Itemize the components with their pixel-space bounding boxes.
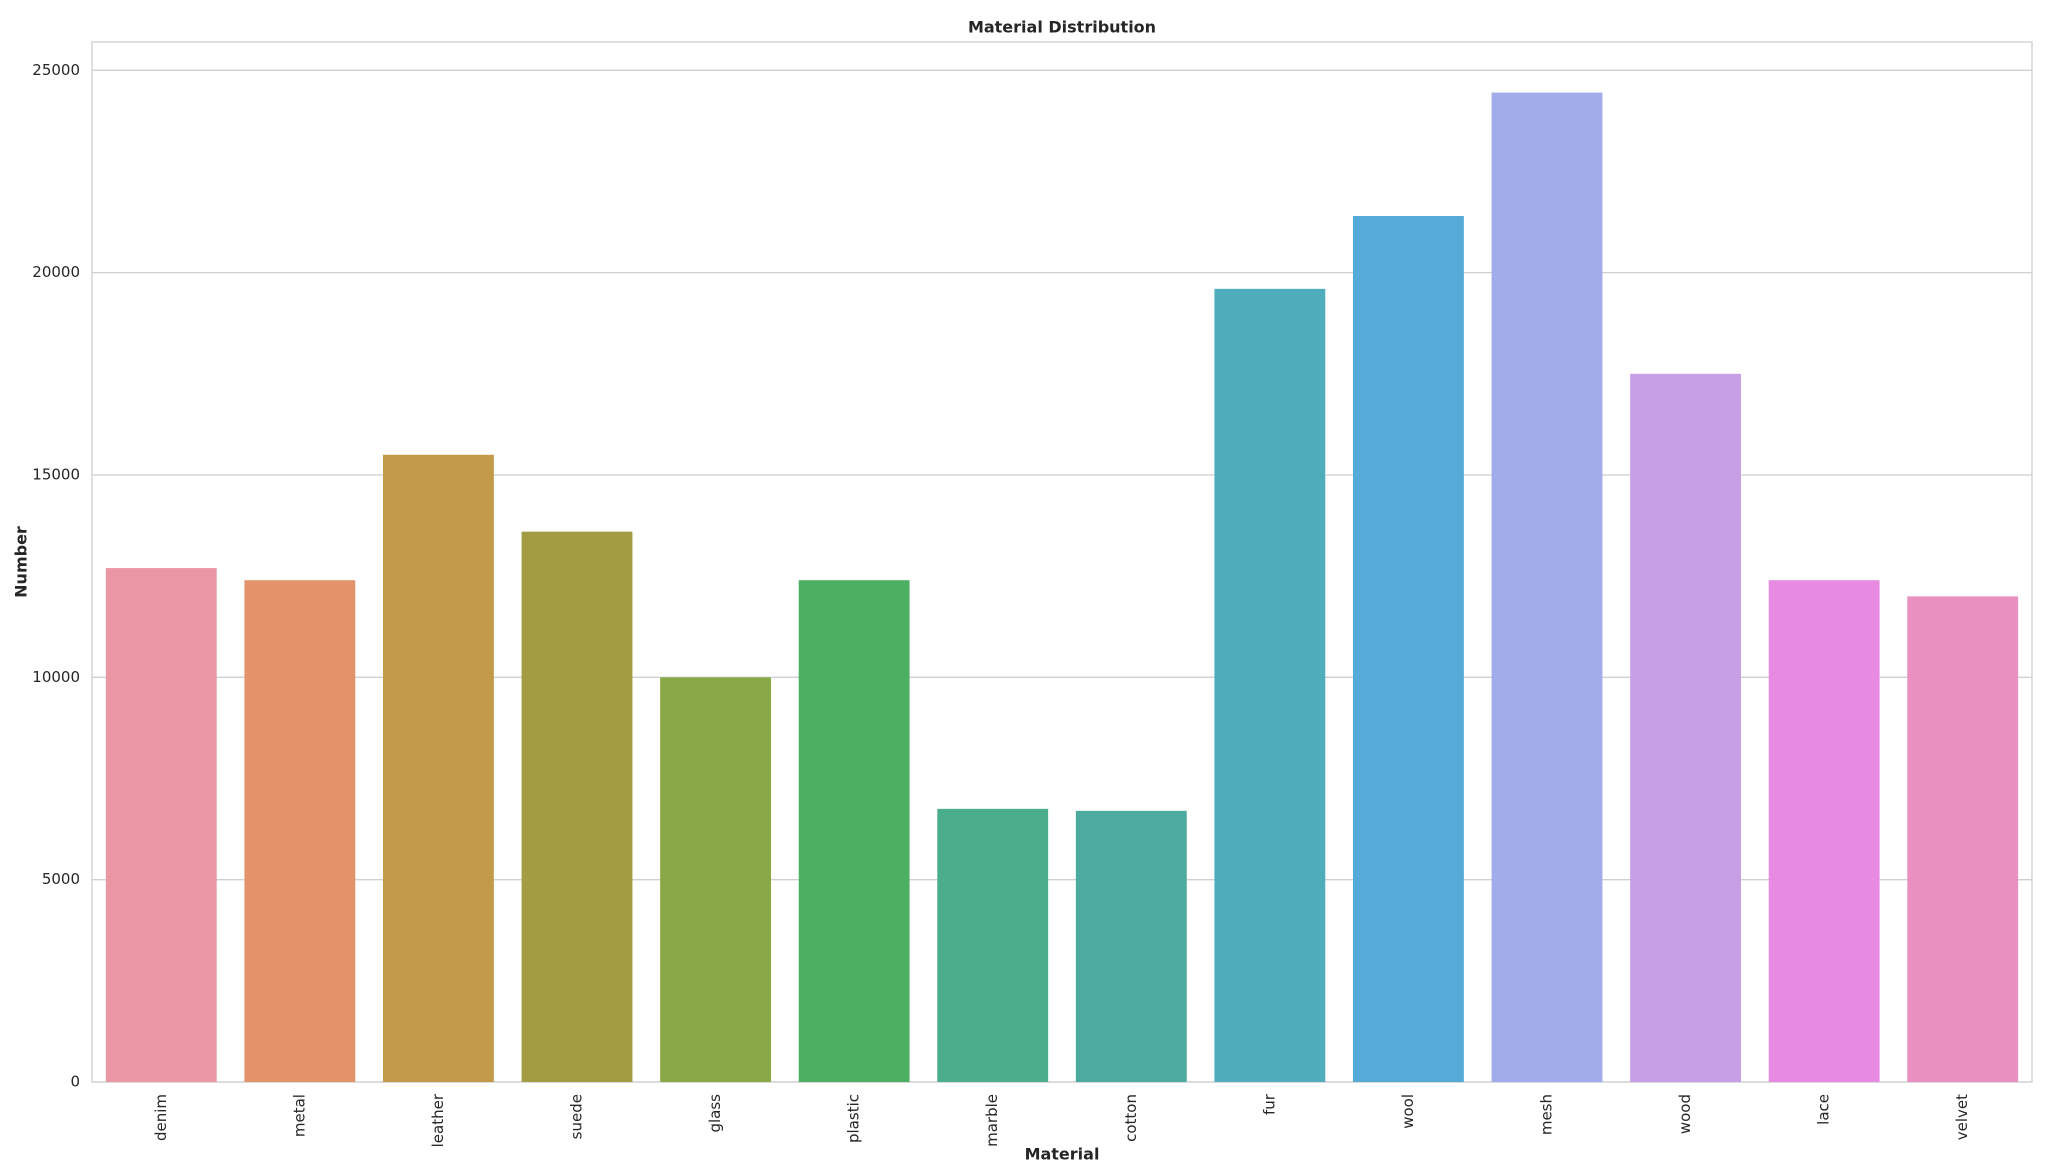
x-tick-label: metal (290, 1094, 308, 1137)
x-tick-label: plastic (845, 1094, 863, 1143)
bar (1768, 580, 1880, 1082)
x-tick-label: marble (983, 1094, 1001, 1147)
x-axis-label: Material (1025, 1145, 1100, 1164)
x-tick-label: suede (568, 1094, 586, 1139)
x-tick-label: mesh (1538, 1094, 1556, 1135)
y-axis-label: Number (12, 526, 31, 598)
x-tick-label: cotton (1122, 1094, 1140, 1142)
y-tick-label: 0 (70, 1073, 80, 1091)
bar (1491, 92, 1603, 1082)
bar (937, 808, 1049, 1082)
bar (244, 580, 356, 1082)
bar (1353, 216, 1464, 1082)
x-tick-label: denim (152, 1094, 170, 1141)
x-tick-label: glass (706, 1094, 724, 1133)
bar (383, 454, 494, 1082)
x-tick-label: wood (1676, 1094, 1694, 1134)
x-tick-label: fur (1260, 1093, 1278, 1115)
bar (1214, 288, 1326, 1082)
bar (521, 531, 633, 1082)
bar (105, 568, 217, 1082)
x-tick-label: lace (1815, 1094, 1833, 1125)
x-tick-label: leather (429, 1093, 447, 1147)
bar (1075, 810, 1187, 1082)
bar (1630, 373, 1741, 1082)
chart-title: Material Distribution (968, 18, 1156, 37)
bar (1907, 596, 2019, 1082)
y-tick-label: 5000 (42, 870, 80, 888)
bar (798, 580, 910, 1082)
bar (660, 677, 771, 1082)
x-tick-label: velvet (1953, 1094, 1971, 1140)
y-tick-label: 15000 (32, 465, 80, 483)
y-tick-label: 10000 (32, 668, 80, 686)
y-tick-label: 25000 (32, 61, 80, 79)
x-tick-label: wool (1399, 1094, 1417, 1129)
y-tick-label: 20000 (32, 263, 80, 281)
